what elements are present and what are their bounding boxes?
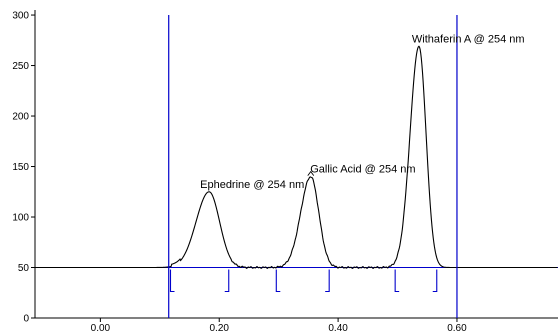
integration-tick [224, 269, 230, 293]
integration-tick [325, 269, 330, 293]
x-tick-label: 0.40 [328, 323, 348, 332]
x-tick-label: 0.00 [91, 323, 111, 332]
integration-tick [275, 269, 281, 293]
signal-trace [35, 45, 558, 270]
peak-apex-mark [307, 170, 315, 176]
x-tick-label: 0.20 [210, 323, 230, 332]
peak-label: Gallic Acid @ 254 nm [310, 164, 415, 176]
y-tick-label: 0 [23, 314, 29, 325]
y-tick-label: 50 [18, 263, 30, 274]
integration-tick [432, 269, 438, 293]
y-tick-label: 300 [12, 11, 29, 22]
peak-label: Ephedrine @ 254 nm [200, 179, 304, 191]
signal-trace-path [35, 45, 558, 270]
integration-ticks [169, 269, 438, 293]
y-tick-label: 200 [12, 112, 29, 123]
y-tick-label: 250 [12, 61, 29, 72]
x-tick-label: 0.60 [447, 323, 467, 332]
integration-tick [394, 269, 400, 293]
y-tick-label: 100 [12, 213, 29, 224]
vertical-markers [168, 15, 458, 318]
peak-labels: Ephedrine @ 254 nm Gallic Acid @ 254 nm Wi… [200, 33, 524, 190]
axes: 0 50 100 150 200 250 300 0.00 0.20 0.40 0.60 [12, 10, 558, 332]
y-tick-label: 150 [12, 162, 29, 173]
peak-label: Withaferin A @ 254 nm [412, 33, 525, 45]
integration-tick [169, 269, 175, 293]
